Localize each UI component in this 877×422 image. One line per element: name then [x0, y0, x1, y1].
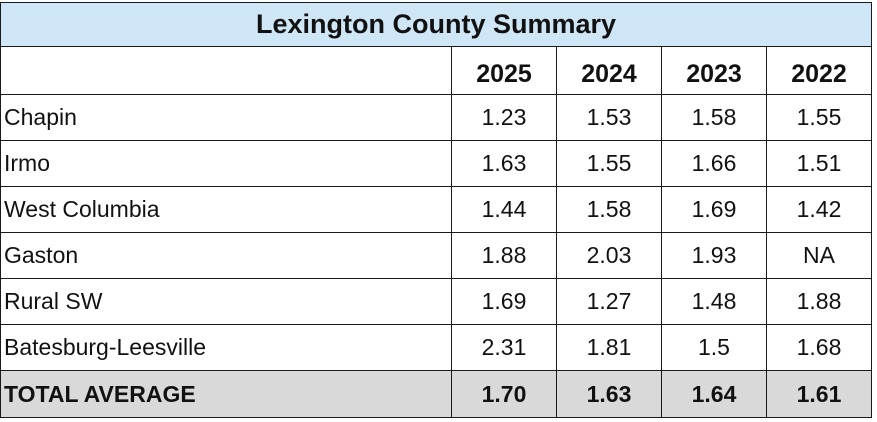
row-value: 1.63: [451, 140, 557, 187]
row-value: 1.58: [556, 186, 662, 233]
row-value: 1.69: [451, 278, 557, 325]
header-year-2022: 2022: [765, 46, 873, 95]
header-year-2024: 2024: [556, 46, 662, 95]
row-value: NA: [765, 232, 873, 279]
row-value: 1.5: [661, 324, 767, 371]
row-name: Rural SW: [0, 278, 452, 325]
header-empty-cell: [0, 46, 452, 95]
row-value: 1.51: [765, 140, 873, 187]
row-value: 1.93: [661, 232, 767, 279]
row-value: 1.68: [765, 324, 873, 371]
row-value: 1.66: [661, 140, 767, 187]
table-row: Batesburg-Leesville 2.31 1.81 1.5 1.68: [0, 324, 873, 371]
table-title: Lexington County Summary: [0, 2, 873, 47]
row-value: 2.03: [556, 232, 662, 279]
row-name: Chapin: [0, 94, 452, 141]
header-row: 2025 2024 2023 2022: [0, 46, 873, 95]
row-value: 1.55: [765, 94, 873, 141]
total-value: 1.63: [556, 370, 662, 418]
row-value: 1.58: [661, 94, 767, 141]
row-value: 1.69: [661, 186, 767, 233]
row-value: 1.88: [451, 232, 557, 279]
row-value: 1.55: [556, 140, 662, 187]
table-row: Gaston 1.88 2.03 1.93 NA: [0, 232, 873, 279]
row-value: 1.44: [451, 186, 557, 233]
row-value: 1.42: [765, 186, 873, 233]
table-row: West Columbia 1.44 1.58 1.69 1.42: [0, 186, 873, 233]
row-value: 1.81: [556, 324, 662, 371]
row-name: Batesburg-Leesville: [0, 324, 452, 371]
row-value: 1.48: [661, 278, 767, 325]
row-name: Gaston: [0, 232, 452, 279]
title-row: Lexington County Summary: [0, 2, 873, 47]
total-row: TOTAL AVERAGE 1.70 1.63 1.64 1.61: [0, 370, 873, 418]
total-value: 1.70: [451, 370, 557, 418]
header-year-2023: 2023: [661, 46, 767, 95]
row-value: 1.23: [451, 94, 557, 141]
table-row: Rural SW 1.69 1.27 1.48 1.88: [0, 278, 873, 325]
total-value: 1.64: [661, 370, 767, 418]
table-row: Irmo 1.63 1.55 1.66 1.51: [0, 140, 873, 187]
header-year-2025: 2025: [451, 46, 557, 95]
row-value: 1.27: [556, 278, 662, 325]
row-name: Irmo: [0, 140, 452, 187]
row-value: 1.88: [765, 278, 873, 325]
total-value: 1.61: [765, 370, 873, 418]
row-name: West Columbia: [0, 186, 452, 233]
total-label: TOTAL AVERAGE: [0, 370, 452, 418]
row-value: 2.31: [451, 324, 557, 371]
row-value: 1.53: [556, 94, 662, 141]
table-row: Chapin 1.23 1.53 1.58 1.55: [0, 94, 873, 141]
